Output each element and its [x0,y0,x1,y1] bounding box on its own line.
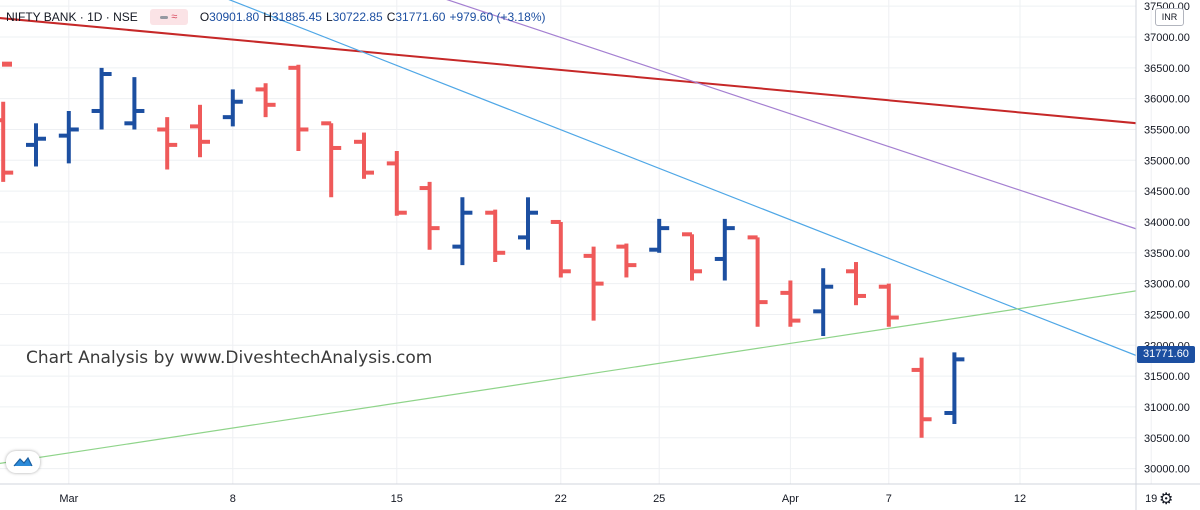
trendlines [0,0,1136,464]
x-tick-label: 19 [1145,493,1157,505]
ohlc-bar [780,280,801,327]
y-tick-label: 33500.00 [1144,248,1190,260]
ohlc-bar [124,77,145,130]
symbol-legend: NIFTY BANK · 1D · NSE ≈ O 30901.80 H 31885… [6,8,546,26]
watermark-text: Chart Analysis by www.DiveshtechAnalysis… [26,348,433,368]
ohlc-bar [26,123,46,167]
y-tick-label: 36000.00 [1144,94,1190,106]
ohlc-bar [386,151,407,216]
ohlc-bar [649,218,670,253]
x-tick-label: Mar [59,493,78,505]
x-tick-label: Apr [782,493,799,505]
ohlc-bar [91,67,112,130]
y-tick-label: 30500.00 [1144,433,1190,445]
y-tick-label: 32500.00 [1144,309,1190,321]
y-tick-label: 31000.00 [1144,402,1190,414]
ohlc-bar [452,197,473,266]
ohlc-bar [944,352,965,425]
ohlc-bars [0,61,965,438]
high-key: H [263,10,272,24]
trendline-red [0,17,1136,125]
ohlc-bar [583,246,604,321]
y-tick-label: 35500.00 [1144,124,1190,136]
low-key: L [325,10,333,24]
ohlc-bar [0,101,14,182]
symbol-title[interactable]: NIFTY BANK · 1D · NSE [6,10,138,24]
partial-bar [2,61,12,67]
ohlc-bar [321,121,342,198]
tradingview-logo-icon[interactable] [6,451,40,473]
ohlc-bar [846,262,866,306]
ohlc-bar [190,104,210,158]
ohlc-bar [485,209,506,263]
open-key: O [199,10,210,24]
currency-badge[interactable]: INR [1155,8,1184,26]
y-tick-label: 31500.00 [1144,371,1190,383]
trendline-blue [228,0,1136,357]
ohlc-bar [288,64,309,152]
last-price-tag: 31771.60 [1137,346,1195,363]
ohlc-bar [419,181,440,250]
low-value: 30722.85 [332,10,383,24]
y-tick-label: 34000.00 [1144,217,1190,229]
y-tick-label: 30000.00 [1144,464,1190,476]
gear-icon[interactable]: ⚙ [1159,491,1174,508]
y-tick-label: 36500.00 [1144,63,1190,75]
ohlc-bar [616,243,637,278]
ohlc-bar [911,357,932,438]
trendline-purple [446,0,1136,230]
trendline-green [0,290,1136,464]
y-tick-label: 37000.00 [1144,32,1190,44]
x-tick-label: 15 [391,493,403,505]
approx-equals-icon[interactable]: ≈ [149,9,188,25]
ohlc-bar [878,283,899,327]
x-tick-label: 8 [230,493,236,505]
y-tick-label: 35000.00 [1144,155,1190,167]
close-key: C [386,10,396,24]
x-tick-label: 12 [1014,493,1026,505]
open-value: 30901.80 [209,10,260,24]
x-tick-label: 7 [886,493,892,505]
ohlc-bar [550,219,571,278]
x-tick-label: 22 [555,493,567,505]
ohlc-bar [157,117,178,170]
y-tick-label: 33000.00 [1144,279,1190,291]
ohlc-bar [354,132,374,179]
ohlc-bar [714,218,735,281]
high-value: 31885.45 [271,10,322,24]
ohlc-bar [518,197,538,250]
ohlc-bar [747,235,768,327]
y-tick-label: 34500.00 [1144,186,1190,198]
change-value: +979.60 (+3.18%) [449,10,546,24]
ohlc-bar [813,268,834,337]
ohlc-bar [255,83,276,118]
close-value: 31771.60 [395,10,446,24]
x-tick-label: 25 [653,493,665,505]
chart-grid [0,0,1152,484]
ohlc-bar [58,110,79,164]
ohlc-bar [682,232,702,281]
ohlc-bar [222,89,243,127]
